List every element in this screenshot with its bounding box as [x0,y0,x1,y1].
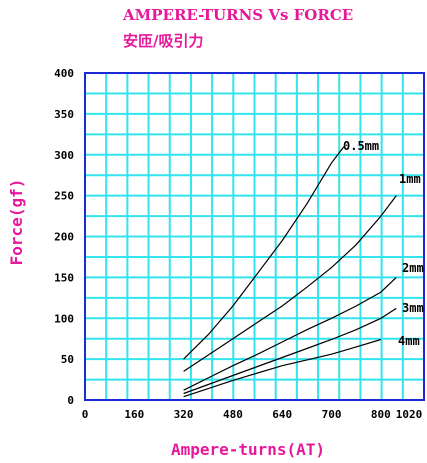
y-axis-label: Force(gf) [7,179,26,266]
curve-3mm [183,307,397,395]
curves [183,146,397,398]
y-tick-label: 0 [67,394,74,407]
curve-2mm [183,276,397,391]
x-tick-label: 160 [124,408,144,421]
x-tick-label: 0 [82,408,89,421]
curve-label-1mm: 1mm [399,172,421,186]
plot-frame [84,72,425,401]
x-tick-label: 480 [223,408,243,421]
grid [85,73,424,400]
chart-title: AMPERE-TURNS Vs FORCE [123,6,354,24]
curve-label-4mm: 4mm [398,334,420,348]
x-axis-label: Ampere-turns(AT) [171,440,325,459]
x-tick-label: 640 [272,408,292,421]
x-tick-label: 1020 [396,408,423,421]
y-tick-label: 300 [54,149,74,162]
x-tick-label: 320 [174,408,194,421]
x-axis: 0 160 320 480 640 700 800 1020 [82,408,423,421]
curve-1mm [183,195,397,372]
y-tick-label: 350 [54,108,74,121]
y-tick-label: 400 [54,67,74,80]
y-axis: 0 50 100 150 200 250 300 350 400 [54,67,74,407]
chart-subtitle: 安匝/吸引力 [123,32,204,50]
x-tick-label: 800 [371,408,391,421]
curve-label-2mm: 2mm [402,261,424,275]
curve-labels: 0.5mm 1mm 2mm 3mm 4mm [343,139,424,348]
y-tick-label: 200 [54,231,74,244]
curve-label-0.5mm: 0.5mm [343,139,379,153]
curve-4mm [183,338,382,398]
y-tick-label: 50 [61,353,74,366]
curve-0.5mm [183,146,345,360]
x-tick-label: 700 [322,408,342,421]
y-tick-label: 150 [54,271,74,284]
y-tick-label: 100 [54,312,74,325]
curve-label-3mm: 3mm [402,301,424,315]
y-tick-label: 250 [54,190,74,203]
